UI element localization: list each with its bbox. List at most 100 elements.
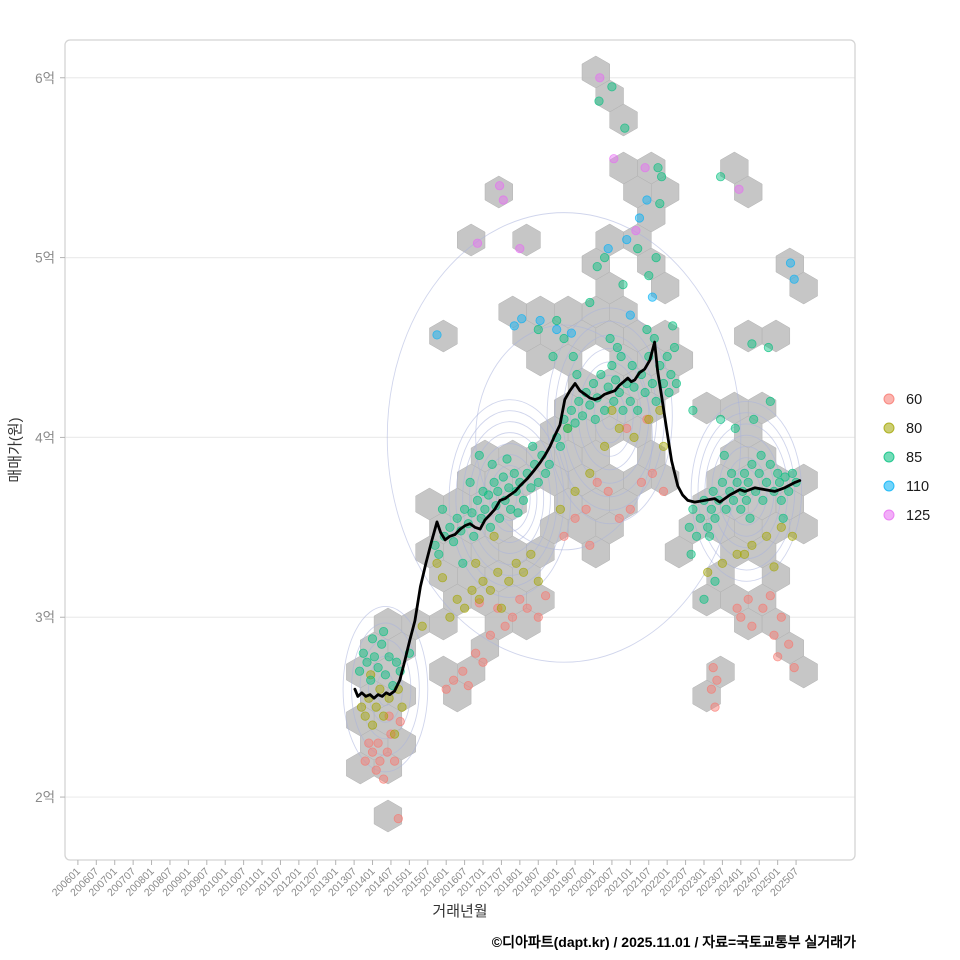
- scatter-point-85: [489, 477, 499, 487]
- scatter-point-80: [570, 486, 580, 496]
- scatter-point-85: [736, 504, 746, 514]
- scatter-point-125: [609, 154, 619, 164]
- hexbin-cell: [595, 223, 624, 257]
- scatter-point-80: [437, 573, 448, 583]
- scatter-point-110: [785, 258, 796, 268]
- scatter-point-85: [592, 261, 602, 272]
- hexbin-cell: [484, 175, 513, 209]
- scatter-point-110: [509, 321, 519, 331]
- scatter-point-85: [773, 468, 783, 478]
- scatter-point-85: [726, 468, 737, 478]
- contour-ring: [359, 639, 412, 740]
- trend-line: [353, 340, 802, 700]
- scatter-point-85: [691, 531, 702, 541]
- legend-item: 110: [883, 479, 929, 495]
- scatter-point-85: [552, 315, 562, 326]
- scatter-point-80: [526, 549, 536, 559]
- scatter-point-110: [432, 330, 442, 340]
- scatter-point-110: [625, 310, 635, 320]
- scatter-point-85: [699, 594, 709, 604]
- scatter-point-80: [452, 594, 462, 604]
- scatter-point-125: [498, 195, 508, 205]
- scatter-point-85: [669, 342, 680, 353]
- scatter-point-85: [366, 675, 376, 685]
- scatter-point-80: [367, 720, 378, 730]
- scatter-point-85: [620, 123, 630, 133]
- y-tick-label: 6억: [35, 71, 55, 86]
- scatter-point-85: [474, 450, 484, 460]
- scatter-point-80: [397, 702, 407, 712]
- scatter-point-60: [382, 747, 392, 757]
- scatter-point-80: [493, 567, 503, 577]
- legend-label: 85: [906, 450, 922, 466]
- scatter-point-60: [647, 468, 658, 478]
- scatter-point-85: [668, 321, 678, 331]
- contour-ring: [546, 307, 673, 525]
- scatter-point-85: [671, 378, 682, 389]
- scatter-point-85: [472, 495, 483, 505]
- scatter-point-60: [378, 774, 389, 784]
- hexbin-cell: [526, 295, 555, 329]
- contour-ring: [738, 479, 754, 504]
- contour-ring: [462, 421, 558, 576]
- scatter-point-80: [644, 414, 654, 424]
- scatter-point-85: [607, 360, 617, 371]
- scatter-point-60: [533, 612, 543, 622]
- scatter-point-85: [458, 558, 468, 568]
- hexbin-cell: [373, 607, 403, 641]
- scatter-point-110: [634, 213, 645, 223]
- scatter-point-85: [743, 477, 753, 487]
- scatter-point-85: [761, 477, 772, 487]
- scatter-point-85: [377, 639, 387, 649]
- scatter-point-80: [776, 522, 786, 532]
- plot-panel-border: [64, 39, 856, 861]
- scatter-point-80: [375, 684, 385, 694]
- scatter-point-85: [548, 351, 558, 362]
- contour-ring: [711, 434, 782, 549]
- scatter-point-85: [480, 504, 490, 514]
- scatter-point-85: [498, 472, 508, 482]
- scatter-point-60: [471, 648, 481, 658]
- legend-swatch: [883, 509, 895, 521]
- scatter-point-80: [432, 558, 442, 568]
- scatter-point-85: [434, 549, 444, 559]
- scatter-point-85: [513, 508, 523, 518]
- scatter-point-85: [633, 405, 643, 415]
- scatter-point-85: [612, 342, 623, 353]
- scatter-point-80: [459, 603, 470, 613]
- scatter-point-125: [515, 244, 525, 254]
- hexbin-cell: [706, 655, 735, 689]
- scatter-point-125: [640, 163, 650, 173]
- scatter-point-60: [758, 603, 768, 613]
- scatter-point-60: [386, 729, 396, 739]
- scatter-point-80: [747, 540, 757, 550]
- contour-ring: [386, 212, 742, 663]
- scatter-point-60: [493, 603, 503, 613]
- scatter-point-110: [552, 324, 562, 335]
- scatter-point-60: [463, 680, 473, 691]
- scatter-point-125: [631, 226, 641, 236]
- contour-ring: [475, 324, 653, 551]
- scatter-point-85: [688, 405, 698, 415]
- scatter-point-80: [599, 441, 610, 451]
- scatter-point-85: [651, 396, 661, 406]
- scatter-point-85: [732, 477, 742, 487]
- scatter-point-85: [437, 504, 448, 514]
- scatter-point-80: [360, 711, 370, 721]
- scatter-point-85: [459, 504, 470, 514]
- scatter-point-60: [736, 612, 746, 622]
- scatter-point-80: [467, 585, 477, 595]
- scatter-point-85: [749, 414, 759, 424]
- scatter-point-85: [540, 468, 551, 478]
- scatter-point-85: [629, 382, 639, 392]
- scatter-point-80: [389, 729, 400, 739]
- scatter-point-85: [647, 378, 658, 389]
- scatter-point-60: [373, 738, 383, 748]
- scatter-point-85: [644, 270, 654, 281]
- scatter-point-60: [769, 630, 779, 640]
- scatter-point-60: [614, 513, 624, 523]
- scatter-point-85: [745, 513, 755, 523]
- scatter-point-85: [594, 96, 604, 106]
- scatter-point-85: [728, 495, 739, 505]
